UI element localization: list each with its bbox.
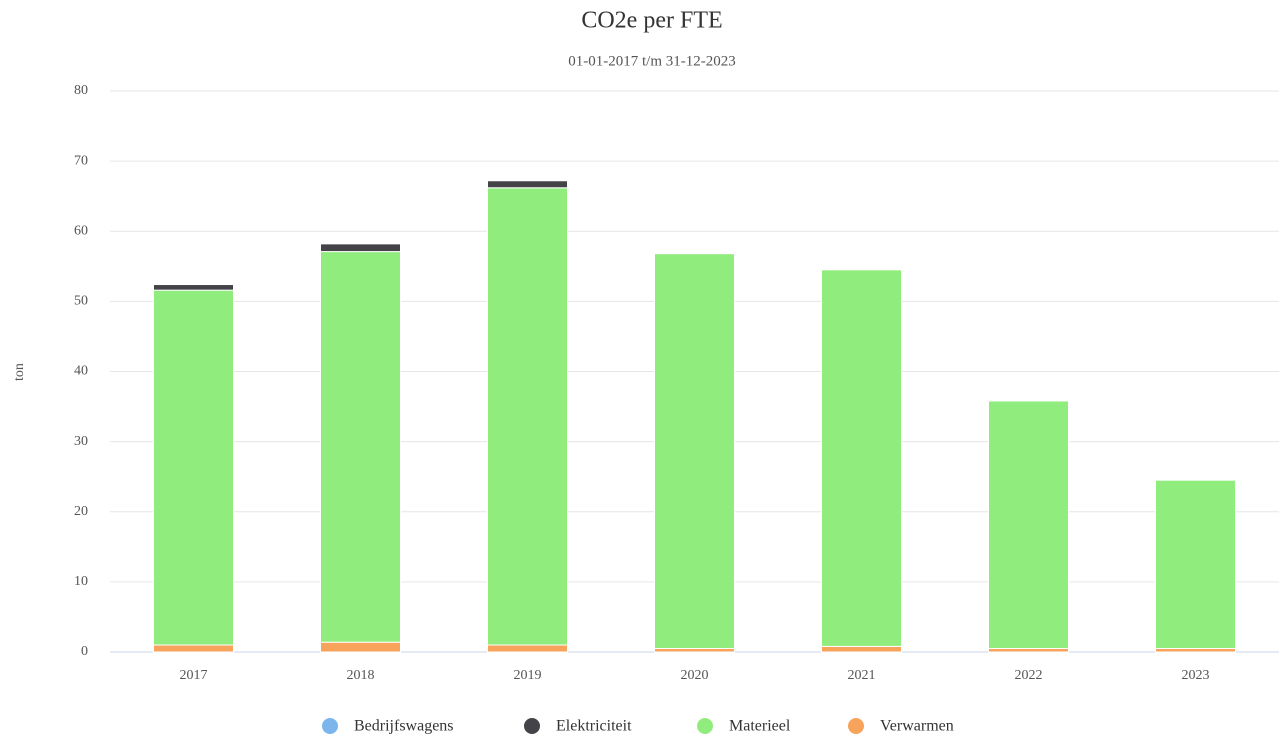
bar-segment [487,180,568,189]
x-tick-label: 2021 [848,668,876,683]
bar-segment [1155,647,1236,653]
legend-label: Materieel [729,718,791,735]
y-tick-label: 30 [74,434,88,449]
y-tick-label: 20 [74,504,88,519]
bar-segment [320,243,401,253]
legend-marker [524,718,540,734]
y-tick-label: 60 [74,223,88,238]
bar-segment [153,284,234,291]
bar-segment [988,647,1069,653]
legend-label: Bedrijfswagens [354,718,454,735]
bar-segment [821,269,902,647]
y-tick-label: 0 [81,644,88,659]
y-tick-label: 70 [74,153,88,168]
y-tick-label: 10 [74,574,88,589]
chart-subtitle: 01-01-2017 t/m 31-12-2023 [568,53,735,69]
x-tick-label: 2022 [1015,668,1043,683]
legend-marker [697,718,713,734]
x-tick-label: 2019 [514,668,542,683]
legend-label: Verwarmen [880,718,954,735]
bar-segment [153,644,234,653]
x-tick-label: 2023 [1182,668,1210,683]
x-tick-label: 2017 [180,668,208,683]
bar-segment [1155,479,1236,649]
y-tick-label: 80 [74,83,88,98]
bar-segment [153,289,234,646]
bar-segment [320,641,401,653]
legend-marker [848,718,864,734]
bar-segment [320,251,401,643]
legend-label: Elektriciteit [556,718,632,735]
y-tick-label: 40 [74,364,88,379]
y-tick-label: 50 [74,294,88,309]
x-tick-label: 2020 [681,668,709,683]
bar-segment [821,645,902,653]
x-tick-label: 2018 [347,668,375,683]
y-axis-label: ton [12,363,27,381]
bar-segment [654,253,735,649]
bar-segment [654,647,735,653]
bar-segment [487,187,568,646]
bar-segment [487,644,568,653]
legend-marker [322,718,338,734]
chart-title: CO2e per FTE [581,8,722,34]
bar-segment [988,400,1069,649]
